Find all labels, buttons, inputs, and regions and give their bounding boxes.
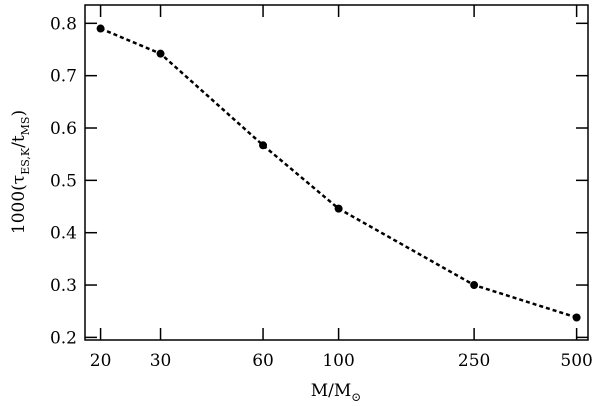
data-point bbox=[96, 24, 105, 33]
y-label-part: /t bbox=[9, 135, 29, 148]
data-point bbox=[259, 141, 268, 150]
x-tick-label: 20 bbox=[90, 351, 112, 371]
x-tick-label: 100 bbox=[322, 351, 354, 371]
data-point bbox=[572, 313, 581, 322]
y-tick-label: 0.2 bbox=[50, 328, 77, 348]
y-tick-label: 0.8 bbox=[50, 14, 77, 34]
x-label-sub: ⊙ bbox=[351, 390, 361, 404]
plot-frame bbox=[84, 4, 589, 341]
y-tick-label: 0.3 bbox=[50, 276, 77, 296]
y-label-part: ) bbox=[9, 110, 29, 117]
y-tick-label: 0.4 bbox=[50, 224, 77, 244]
y-label-sub: MS bbox=[19, 117, 32, 136]
x-tick-label: 60 bbox=[252, 351, 274, 371]
x-tick-label: 30 bbox=[150, 351, 172, 371]
data-point bbox=[334, 204, 343, 213]
data-line bbox=[100, 27, 577, 319]
x-tick-label: 250 bbox=[458, 351, 490, 371]
x-axis-label: M/M⊙ bbox=[311, 381, 362, 404]
y-tick-label: 0.6 bbox=[50, 119, 77, 139]
y-label-part: 1000(τ bbox=[9, 175, 29, 234]
y-tick-label: 0.7 bbox=[50, 67, 77, 87]
y-axis-label: 1000(τES,K/tMS) bbox=[9, 110, 32, 234]
x-tick-label: 500 bbox=[560, 351, 592, 371]
y-label-sub: ES,K bbox=[19, 147, 32, 175]
data-point bbox=[470, 281, 479, 290]
data-point bbox=[156, 49, 165, 58]
x-label-part: M/M bbox=[311, 381, 352, 401]
y-tick-label: 0.5 bbox=[50, 171, 77, 191]
